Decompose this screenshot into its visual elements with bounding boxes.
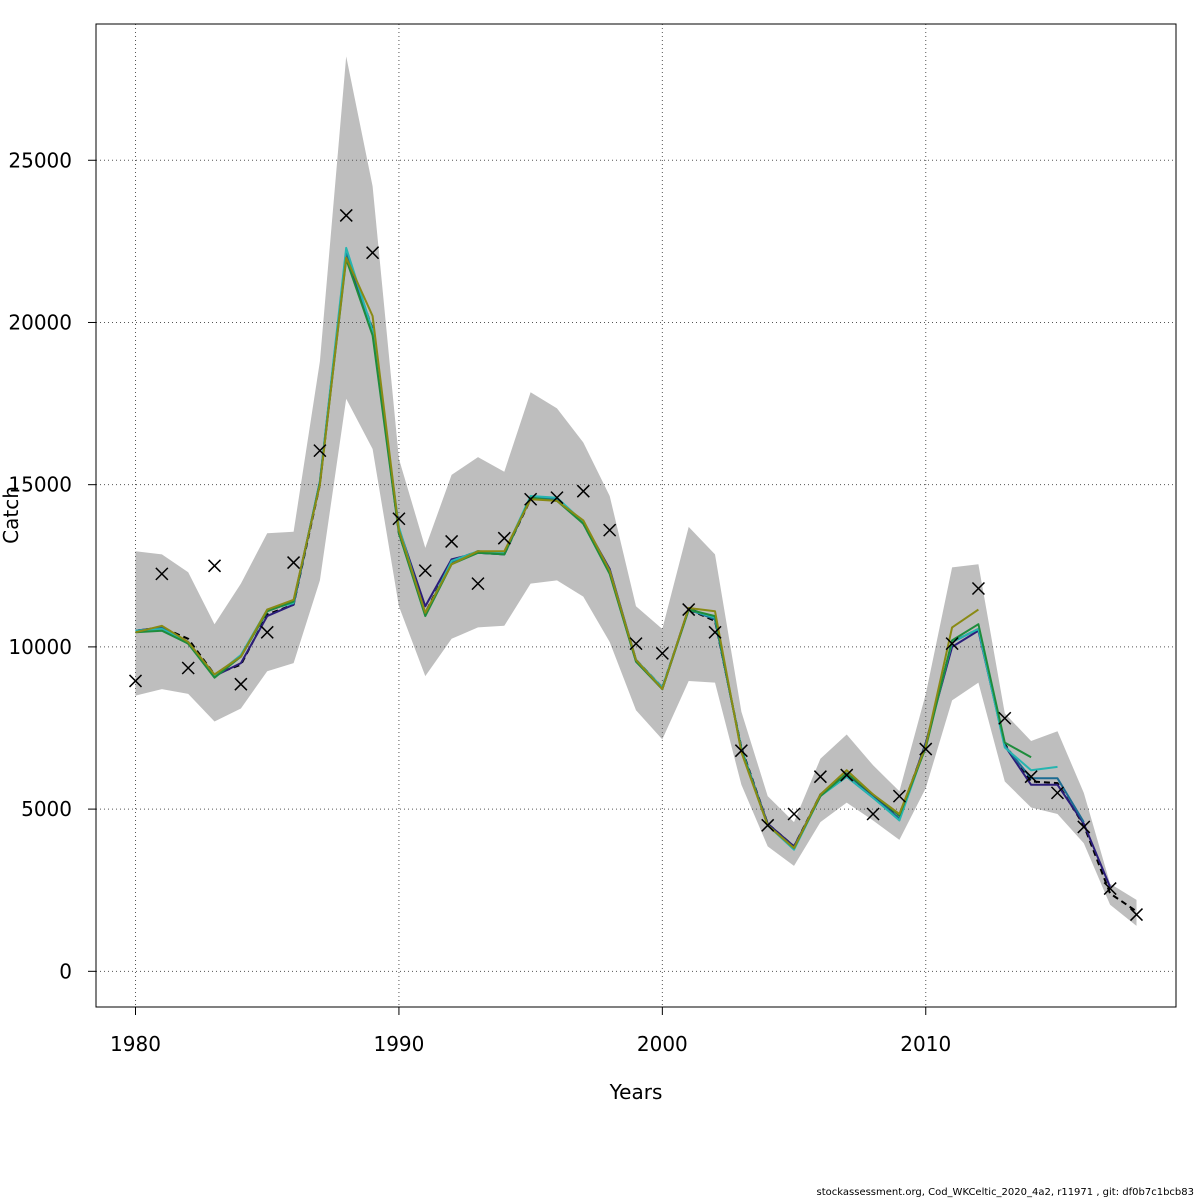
footer-credit: stockassessment.org, Cod_WKCeltic_2020_4…	[816, 1187, 1194, 1198]
observed-markers	[128, 208, 1144, 922]
observed-point	[287, 556, 301, 570]
observed-point	[155, 567, 169, 581]
observed-point	[1103, 882, 1117, 896]
series-line-6	[135, 256, 979, 849]
observed-point	[998, 711, 1012, 725]
grid-lines	[96, 24, 1176, 1007]
observed-point	[945, 637, 959, 651]
confidence-band	[135, 56, 1137, 926]
observed-point	[576, 484, 590, 498]
observed-point	[339, 208, 353, 222]
series-lines	[135, 246, 1138, 913]
plot-area	[135, 56, 1137, 926]
y-tick-label: 5000	[21, 797, 72, 821]
observed-point	[1129, 908, 1144, 922]
plot-frame	[95, 23, 1177, 1008]
axes: 1980 1990 2000 2010 0 5000 10000 15000 20000 2500…	[8, 23, 1177, 1056]
observed-point	[392, 512, 406, 526]
observed-point	[892, 789, 906, 803]
observed-point	[313, 444, 327, 458]
observed-point	[208, 559, 222, 573]
observed-point	[445, 534, 459, 548]
observed-point	[260, 625, 274, 639]
observed-point	[1024, 770, 1038, 784]
observed-point	[813, 770, 827, 784]
y-tick-label: 20000	[8, 310, 72, 334]
x-tick-label: 1990	[373, 1032, 424, 1056]
observed-point	[418, 564, 432, 578]
observed-point	[761, 818, 775, 832]
observed-point	[1077, 820, 1091, 834]
observed-point	[682, 603, 696, 617]
observed-point	[866, 807, 880, 821]
observed-point	[787, 807, 801, 821]
y-tick-label: 25000	[8, 148, 72, 172]
observed-point	[366, 246, 380, 260]
x-tick-label: 1980	[110, 1032, 161, 1056]
observed-point	[471, 577, 485, 591]
observed-point	[234, 677, 248, 691]
observed-point	[1050, 786, 1064, 800]
observed-point	[971, 581, 985, 596]
x-axis-title: Years	[609, 1080, 663, 1104]
x-tick-label: 2010	[900, 1032, 951, 1056]
observed-point	[524, 492, 538, 506]
y-tick-label: 0	[59, 959, 72, 983]
observed-point	[840, 768, 854, 782]
x-tick-label: 2000	[637, 1032, 688, 1056]
observed-point	[734, 744, 748, 758]
y-axis-title: Catch	[0, 486, 23, 544]
observed-point	[497, 531, 511, 545]
y-tick-label: 15000	[8, 473, 72, 497]
observed-point	[550, 491, 564, 505]
observed-point	[708, 625, 722, 639]
observed-point	[629, 637, 643, 651]
y-tick-label: 10000	[8, 635, 72, 659]
observed-point	[603, 523, 617, 537]
observed-point	[181, 661, 195, 675]
observed-point	[655, 646, 669, 660]
observed-point	[128, 674, 143, 688]
observed-point	[919, 742, 933, 756]
